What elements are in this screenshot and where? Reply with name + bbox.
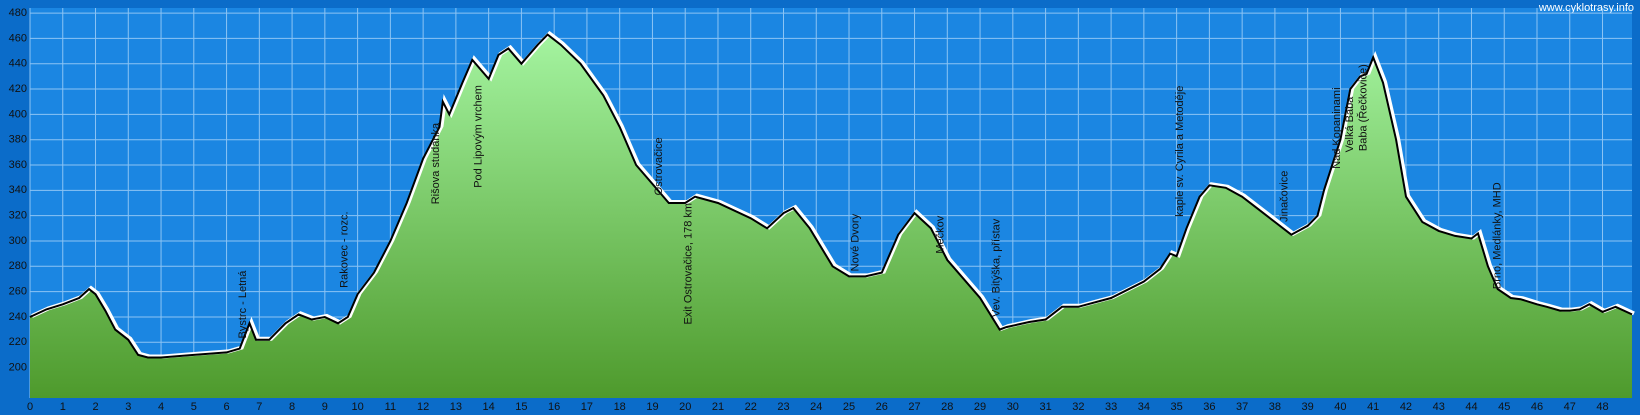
elevation-area bbox=[30, 34, 1632, 398]
x-tick-label: 21 bbox=[712, 401, 724, 413]
y-tick-label: 280 bbox=[9, 260, 27, 272]
annotation: Rakovec - rozc. bbox=[338, 211, 350, 287]
x-tick-label: 40 bbox=[1334, 401, 1346, 413]
x-tick-label: 43 bbox=[1433, 401, 1445, 413]
annotation: Exit Ostrovačice, 178 km bbox=[682, 203, 694, 325]
x-tick-label: 12 bbox=[417, 401, 429, 413]
annotation: Nové Dvory bbox=[849, 213, 861, 271]
y-tick-label: 260 bbox=[9, 286, 27, 298]
y-tick-label: 440 bbox=[9, 58, 27, 70]
x-tick-label: 11 bbox=[385, 401, 396, 413]
y-tick-label: 360 bbox=[9, 159, 27, 171]
x-tick-label: 6 bbox=[224, 401, 230, 413]
y-tick-label: 420 bbox=[9, 83, 27, 95]
x-tick-label: 0 bbox=[27, 401, 33, 413]
elevation-line bbox=[29, 33, 1633, 359]
annotation: Jinačovice bbox=[1279, 171, 1291, 222]
x-tick-label: 24 bbox=[810, 401, 822, 413]
x-tick-label: 23 bbox=[777, 401, 789, 413]
y-tick-label: 320 bbox=[9, 210, 27, 222]
x-tick-label: 48 bbox=[1596, 401, 1608, 413]
x-tick-label: 1 bbox=[60, 401, 66, 413]
x-tick-label: 25 bbox=[843, 401, 855, 413]
x-tick-label: 26 bbox=[876, 401, 888, 413]
annotation: Brno, Medlánky, MHD bbox=[1492, 182, 1504, 289]
x-tick-label: 17 bbox=[581, 401, 593, 413]
y-tick-label: 220 bbox=[9, 336, 27, 348]
x-tick-label: 31 bbox=[1039, 401, 1051, 413]
y-tick-label: 240 bbox=[9, 311, 27, 323]
x-tick-label: 5 bbox=[191, 401, 197, 413]
x-tick-label: 35 bbox=[1171, 401, 1183, 413]
x-tick-label: 46 bbox=[1531, 401, 1543, 413]
y-tick-label: 300 bbox=[9, 235, 27, 247]
x-tick-label: 7 bbox=[256, 401, 262, 413]
x-tick-label: 15 bbox=[515, 401, 527, 413]
x-tick-label: 2 bbox=[92, 401, 98, 413]
x-tick-label: 4 bbox=[158, 401, 164, 413]
x-tick-label: 44 bbox=[1465, 401, 1477, 413]
annotation: kaple sv. Cyrila a Metoděje bbox=[1174, 86, 1186, 217]
x-tick-label: 27 bbox=[908, 401, 920, 413]
annotation: Rišova studánka bbox=[430, 122, 442, 204]
x-tick-label: 28 bbox=[941, 401, 953, 413]
y-tick-label: 340 bbox=[9, 184, 27, 196]
x-tick-label: 37 bbox=[1236, 401, 1248, 413]
y-tick-label: 480 bbox=[9, 7, 27, 19]
annotation: Vev. Bitýška, přístav bbox=[990, 218, 1002, 317]
x-tick-label: 20 bbox=[679, 401, 691, 413]
x-tick-label: 34 bbox=[1138, 401, 1150, 413]
x-tick-label: 10 bbox=[351, 401, 363, 413]
annotation: Pod Lipovým vrchem bbox=[473, 85, 485, 188]
x-tick-label: 36 bbox=[1203, 401, 1215, 413]
x-tick-label: 13 bbox=[450, 401, 462, 413]
annotation: Ostrovačice bbox=[653, 137, 665, 195]
x-tick-label: 16 bbox=[548, 401, 560, 413]
annotation: Nad Kopaninami bbox=[1331, 87, 1343, 168]
x-tick-label: 32 bbox=[1072, 401, 1084, 413]
x-tick-label: 38 bbox=[1269, 401, 1281, 413]
x-tick-label: 39 bbox=[1302, 401, 1314, 413]
x-tick-label: 45 bbox=[1498, 401, 1510, 413]
x-tick-label: 29 bbox=[974, 401, 986, 413]
x-tick-label: 42 bbox=[1400, 401, 1412, 413]
x-tick-label: 41 bbox=[1367, 401, 1379, 413]
x-tick-label: 14 bbox=[483, 401, 495, 413]
x-tick-label: 3 bbox=[125, 401, 131, 413]
y-tick-label: 200 bbox=[9, 362, 27, 374]
annotation: Velká Baba bbox=[1344, 96, 1356, 153]
x-tick-label: 30 bbox=[1007, 401, 1019, 413]
annotation: Baba (Řečkovice) bbox=[1356, 64, 1369, 151]
annotation: Bystrc - Letná bbox=[237, 270, 249, 339]
x-tick-label: 22 bbox=[745, 401, 757, 413]
y-tick-label: 460 bbox=[9, 32, 27, 44]
watermark: www.cyklotrasy.info bbox=[1538, 2, 1634, 14]
x-tick-label: 8 bbox=[289, 401, 295, 413]
annotation: Mečkov bbox=[935, 215, 947, 253]
y-tick-label: 400 bbox=[9, 108, 27, 120]
x-tick-label: 47 bbox=[1564, 401, 1576, 413]
x-tick-label: 19 bbox=[646, 401, 658, 413]
x-tick-label: 33 bbox=[1105, 401, 1117, 413]
y-tick-label: 380 bbox=[9, 134, 27, 146]
x-tick-label: 18 bbox=[614, 401, 626, 413]
x-tick-label: 9 bbox=[322, 401, 328, 413]
